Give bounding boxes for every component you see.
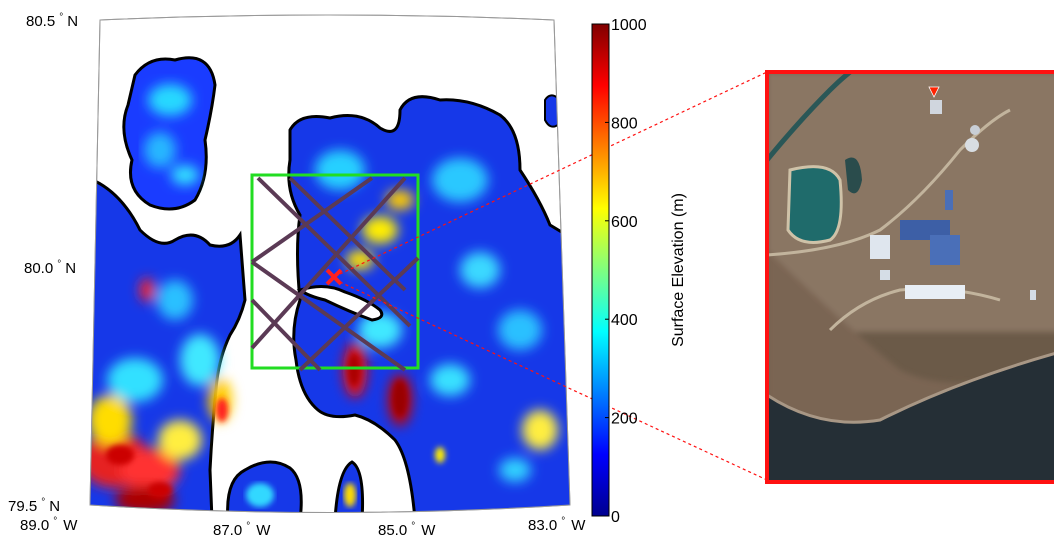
flight-line [250,176,407,350]
colorbar-tick-label: 800 [611,115,638,132]
connector-upper [339,71,768,275]
inset-frame [765,70,1054,484]
building [1030,290,1036,300]
colorbar-ticks: 1000 800 600 400 200 0 [605,17,647,526]
connector-lower [339,281,768,481]
lat-label-80-0: 80.0 ° N [24,259,76,277]
building [930,235,960,265]
colorbar-tick-label: 200 [611,411,638,428]
lon-label-89: 89.0 ° W [20,516,78,534]
map-border [89,14,571,513]
lat-label-80-5: 80.5 ° N [26,12,78,30]
reservoir [786,165,843,244]
longitude-labels: 89.0 ° W 87.0 ° W 85.0 ° W 83.0 ° W [20,516,586,539]
building [905,285,965,299]
flight-line [250,298,322,372]
building [945,190,953,210]
road [767,108,1011,257]
land-central [287,95,570,513]
flight-line [288,176,407,292]
colorbar-title: Surface Elevation (m) [670,193,687,347]
colorbar-tick-label: 600 [611,214,638,231]
flight-line [256,176,412,328]
elevation-field [90,56,570,513]
colorbar-tick-label: 1000 [611,17,647,34]
sea [767,353,1054,482]
location-arrow-icon [928,86,940,98]
lat-label-79-5: 79.5 ° N [8,497,60,515]
building [880,270,890,280]
sea-shore [767,352,1054,424]
colorbar-tick-label: 0 [611,509,620,526]
flight-line [298,256,420,372]
tank [965,138,979,152]
island-northwest [122,56,217,211]
tank [970,125,980,135]
flight-lines [250,176,420,372]
building [870,235,890,259]
building [930,100,942,114]
colorbar-tick-label: 400 [611,312,638,329]
colorbar [591,23,610,517]
inset-satellite-image [765,70,1054,484]
lon-label-87: 87.0 ° W [213,521,271,539]
lon-label-83: 83.0 ° W [528,516,586,534]
station-x-marker [325,268,343,286]
inset-connectors [339,71,768,481]
flight-line [250,176,374,264]
study-area-box [250,173,420,370]
road [828,287,1001,332]
latitude-labels: 80.5 ° N 80.0 ° N 79.5 ° N [8,12,78,515]
lon-label-85: 85.0 ° W [378,521,436,539]
flight-line [250,260,407,372]
island-east [544,94,559,128]
pond [845,157,862,194]
river [767,72,852,162]
